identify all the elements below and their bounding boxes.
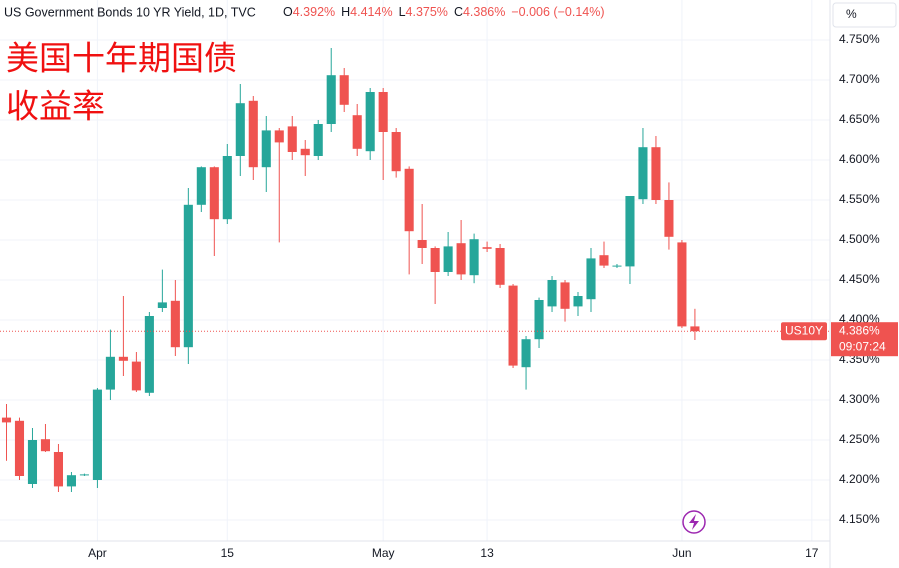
x-tick-label: 15	[221, 546, 235, 560]
x-tick-label: 13	[480, 546, 494, 560]
y-tick-label: 4.700%	[839, 72, 880, 86]
candles	[1, 48, 700, 492]
ohlc-value: 4.386%	[463, 5, 505, 19]
candle-body	[53, 452, 63, 487]
candle-body	[27, 440, 38, 484]
y-tick-label: 4.650%	[839, 112, 880, 126]
candle-body	[690, 326, 700, 332]
candle-body	[599, 255, 609, 266]
ohlc-values: O4.392% H4.414% L4.375% C4.386% −0.006 (−0.1…	[283, 5, 605, 19]
lightning	[689, 514, 699, 530]
candle-body	[651, 147, 661, 200]
candle-body	[261, 130, 271, 168]
candle-body	[612, 265, 622, 267]
candle-body	[573, 296, 583, 307]
candle-body	[625, 196, 635, 267]
y-tick-label: 4.450%	[839, 272, 880, 286]
ohlc-value: 4.414%	[350, 5, 392, 19]
candle-body	[287, 126, 297, 152]
candle-body	[14, 420, 25, 476]
header: US Government Bonds 10 YR Yield, 1D, TVC…	[4, 5, 605, 19]
candle-body	[222, 156, 232, 220]
candle-body	[196, 167, 206, 205]
y-tick-label: 4.300%	[839, 392, 880, 406]
candle-body	[235, 103, 245, 156]
symbol-tag	[781, 322, 827, 341]
symbol-tag-label: US10Y	[785, 323, 823, 337]
y-tick-label: 4.750%	[839, 32, 880, 46]
candle-body	[469, 239, 479, 276]
candle-body	[664, 200, 674, 237]
x-tick-label: Jun	[672, 546, 691, 560]
candle-body	[157, 302, 167, 308]
candle-body	[456, 243, 466, 275]
candle-body	[534, 300, 544, 340]
candle-body	[79, 474, 89, 476]
candle-body	[118, 356, 128, 361]
candle-body	[144, 316, 154, 393]
overlay-title: 美国十年期国债	[6, 39, 237, 78]
price-tag-label: 4.386%	[839, 323, 880, 337]
candle-body	[300, 148, 310, 156]
candle-body	[339, 75, 349, 105]
unit-label: %	[846, 7, 857, 21]
candle-body	[378, 92, 388, 132]
symbol-title: US Government Bonds 10 YR Yield, 1D, TVC	[4, 5, 256, 19]
candle-body	[313, 124, 323, 156]
ohlc-key: O	[283, 5, 293, 19]
candle-body	[495, 248, 505, 285]
ohlc-value: 4.392%	[293, 5, 335, 19]
overlay-title: 收益率	[6, 87, 105, 126]
candle-body	[131, 361, 141, 391]
candle-body	[209, 167, 219, 220]
y-tick-label: 4.500%	[839, 232, 880, 246]
candle-body	[40, 439, 51, 452]
grid	[0, 0, 830, 541]
axes: 4.150%4.200%4.250%4.300%4.350%4.400%4.45…	[0, 32, 898, 560]
candle-body	[404, 168, 414, 232]
y-tick-label: 4.150%	[839, 512, 880, 526]
candle-body	[183, 204, 193, 348]
candle-body	[274, 130, 284, 143]
candle-body	[443, 246, 453, 272]
candle-body	[66, 475, 76, 487]
y-tick-label: 4.250%	[839, 432, 880, 446]
candle-body	[248, 100, 258, 168]
y-tick-label: 4.550%	[839, 192, 880, 206]
candle-body	[547, 280, 557, 307]
candle-body	[560, 282, 570, 309]
candle-body	[105, 356, 115, 390]
candle-body	[508, 285, 518, 366]
candle-body	[352, 115, 362, 149]
candle-body	[586, 258, 596, 300]
ohlc-key: H	[341, 5, 350, 19]
candle-body	[521, 339, 531, 368]
candle-body	[170, 300, 180, 348]
x-tick-label: 17	[805, 546, 819, 560]
x-tick-label: May	[372, 546, 395, 560]
unit-button[interactable]	[832, 2, 897, 28]
ohlc-change: −0.006 (−0.14%)	[511, 5, 604, 19]
candle-body	[326, 75, 336, 124]
candle-body	[92, 389, 102, 480]
candle-body	[417, 240, 427, 248]
candle-body	[677, 242, 687, 327]
ohlc-key: L	[399, 5, 406, 19]
candle-body	[482, 247, 492, 249]
candle-body	[391, 132, 401, 172]
candle-body	[638, 147, 648, 200]
ohlc-value: 4.375%	[406, 5, 448, 19]
candle-body	[365, 92, 375, 152]
price-tag	[831, 322, 898, 357]
candle-body	[430, 248, 440, 272]
countdown: 09:07:24	[839, 339, 886, 353]
candle-body	[1, 417, 12, 423]
y-tick-label: 4.200%	[839, 472, 880, 486]
x-tick-label: Apr	[88, 546, 107, 560]
y-tick-label: 4.600%	[839, 152, 880, 166]
ohlc-key: C	[454, 5, 463, 19]
